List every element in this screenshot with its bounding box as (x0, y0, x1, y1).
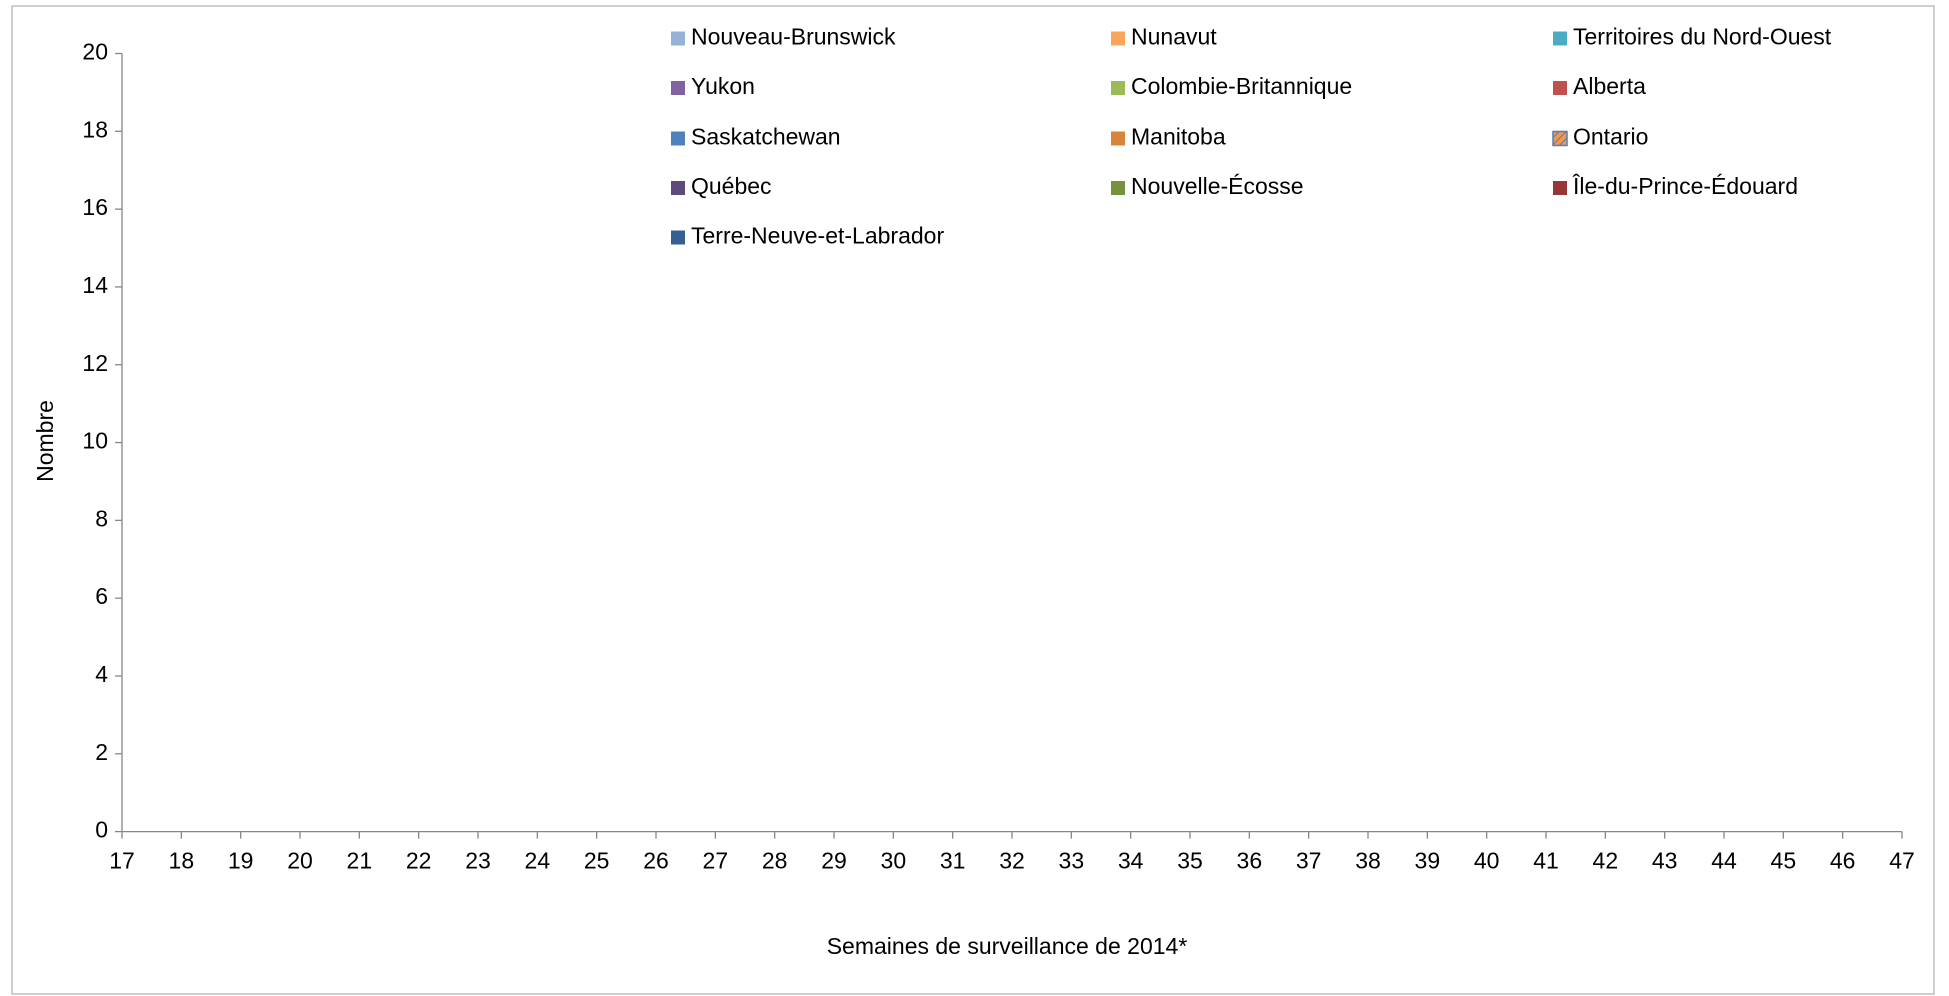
legend-swatch (671, 230, 685, 245)
legend-swatch (1111, 131, 1125, 146)
x-tick-label: 23 (465, 848, 491, 874)
x-tick-label: 47 (1889, 848, 1915, 874)
legend-label: Territoires du Nord-Ouest (1573, 24, 1832, 50)
x-tick-label: 31 (940, 848, 966, 874)
y-tick-label: 8 (95, 505, 108, 531)
y-axis-label: Nombre (32, 400, 58, 482)
x-tick-label: 34 (1118, 848, 1144, 874)
x-tick-label: 24 (525, 848, 551, 874)
x-tick-label: 38 (1355, 848, 1381, 874)
x-tick-label: 21 (347, 848, 373, 874)
x-tick-label: 18 (169, 848, 195, 874)
x-tick-label: 41 (1533, 848, 1559, 874)
legend-swatch (1552, 130, 1568, 147)
x-tick-label: 33 (1059, 848, 1085, 874)
x-tick-label: 17 (109, 848, 135, 874)
x-tick-label: 40 (1474, 848, 1500, 874)
legend-label: Ontario (1573, 124, 1648, 150)
legend-swatch (671, 131, 685, 146)
legend-label: Manitoba (1131, 124, 1226, 150)
legend-swatch (1553, 81, 1567, 95)
y-tick-label: 14 (82, 272, 108, 298)
legend-swatch (1553, 181, 1567, 195)
x-tick-label: 29 (821, 848, 847, 874)
legend-label: Colombie-Britannique (1131, 73, 1352, 99)
x-tick-label: 37 (1296, 848, 1322, 874)
legend-swatch (671, 31, 685, 46)
x-tick-label: 30 (881, 848, 907, 874)
legend-swatch (671, 81, 685, 95)
y-tick-label: 6 (95, 583, 108, 609)
legend-label: Nouvelle-Écosse (1131, 173, 1304, 199)
x-tick-label: 26 (643, 848, 669, 874)
y-tick-label: 0 (95, 817, 108, 843)
legend-swatch (1111, 31, 1125, 46)
legend-swatch (1553, 31, 1567, 46)
x-tick-label: 22 (406, 848, 432, 874)
y-tick-label: 20 (82, 39, 108, 65)
x-tick-label: 20 (287, 848, 313, 874)
x-tick-label: 39 (1415, 848, 1441, 874)
x-tick-label: 19 (228, 848, 254, 874)
y-tick-label: 4 (95, 661, 108, 687)
legend-label: Île-du-Prince-Édouard (1572, 173, 1798, 199)
x-tick-label: 25 (584, 848, 610, 874)
legend-swatch (671, 181, 685, 195)
legend-label: Alberta (1573, 73, 1646, 99)
legend-label: Yukon (691, 73, 755, 99)
x-axis-label: Semaines de surveillance de 2014* (827, 933, 1188, 959)
legend-swatch (1111, 81, 1125, 95)
legend-label: Saskatchewan (691, 124, 841, 150)
x-tick-label: 32 (999, 848, 1025, 874)
y-tick-label: 16 (82, 194, 108, 220)
x-tick-label: 42 (1593, 848, 1619, 874)
x-tick-label: 28 (762, 848, 788, 874)
chart-border (11, 5, 1935, 995)
y-tick-label: 2 (95, 739, 108, 765)
x-tick-label: 36 (1237, 848, 1263, 874)
legend-label: Nouveau-Brunswick (691, 24, 896, 50)
x-tick-label: 46 (1830, 848, 1856, 874)
x-tick-label: 35 (1177, 848, 1203, 874)
legend-label: Nunavut (1131, 24, 1217, 50)
y-tick-label: 18 (82, 116, 108, 142)
legend-label: Terre-Neuve-et-Labrador (691, 223, 944, 249)
y-tick-label: 10 (82, 428, 108, 454)
legend-swatch (1111, 181, 1125, 195)
y-tick-label: 12 (82, 350, 108, 376)
x-tick-label: 43 (1652, 848, 1678, 874)
x-tick-label: 45 (1771, 848, 1797, 874)
legend-label: Québec (691, 173, 772, 199)
x-tick-label: 44 (1711, 848, 1737, 874)
x-tick-label: 27 (703, 848, 729, 874)
